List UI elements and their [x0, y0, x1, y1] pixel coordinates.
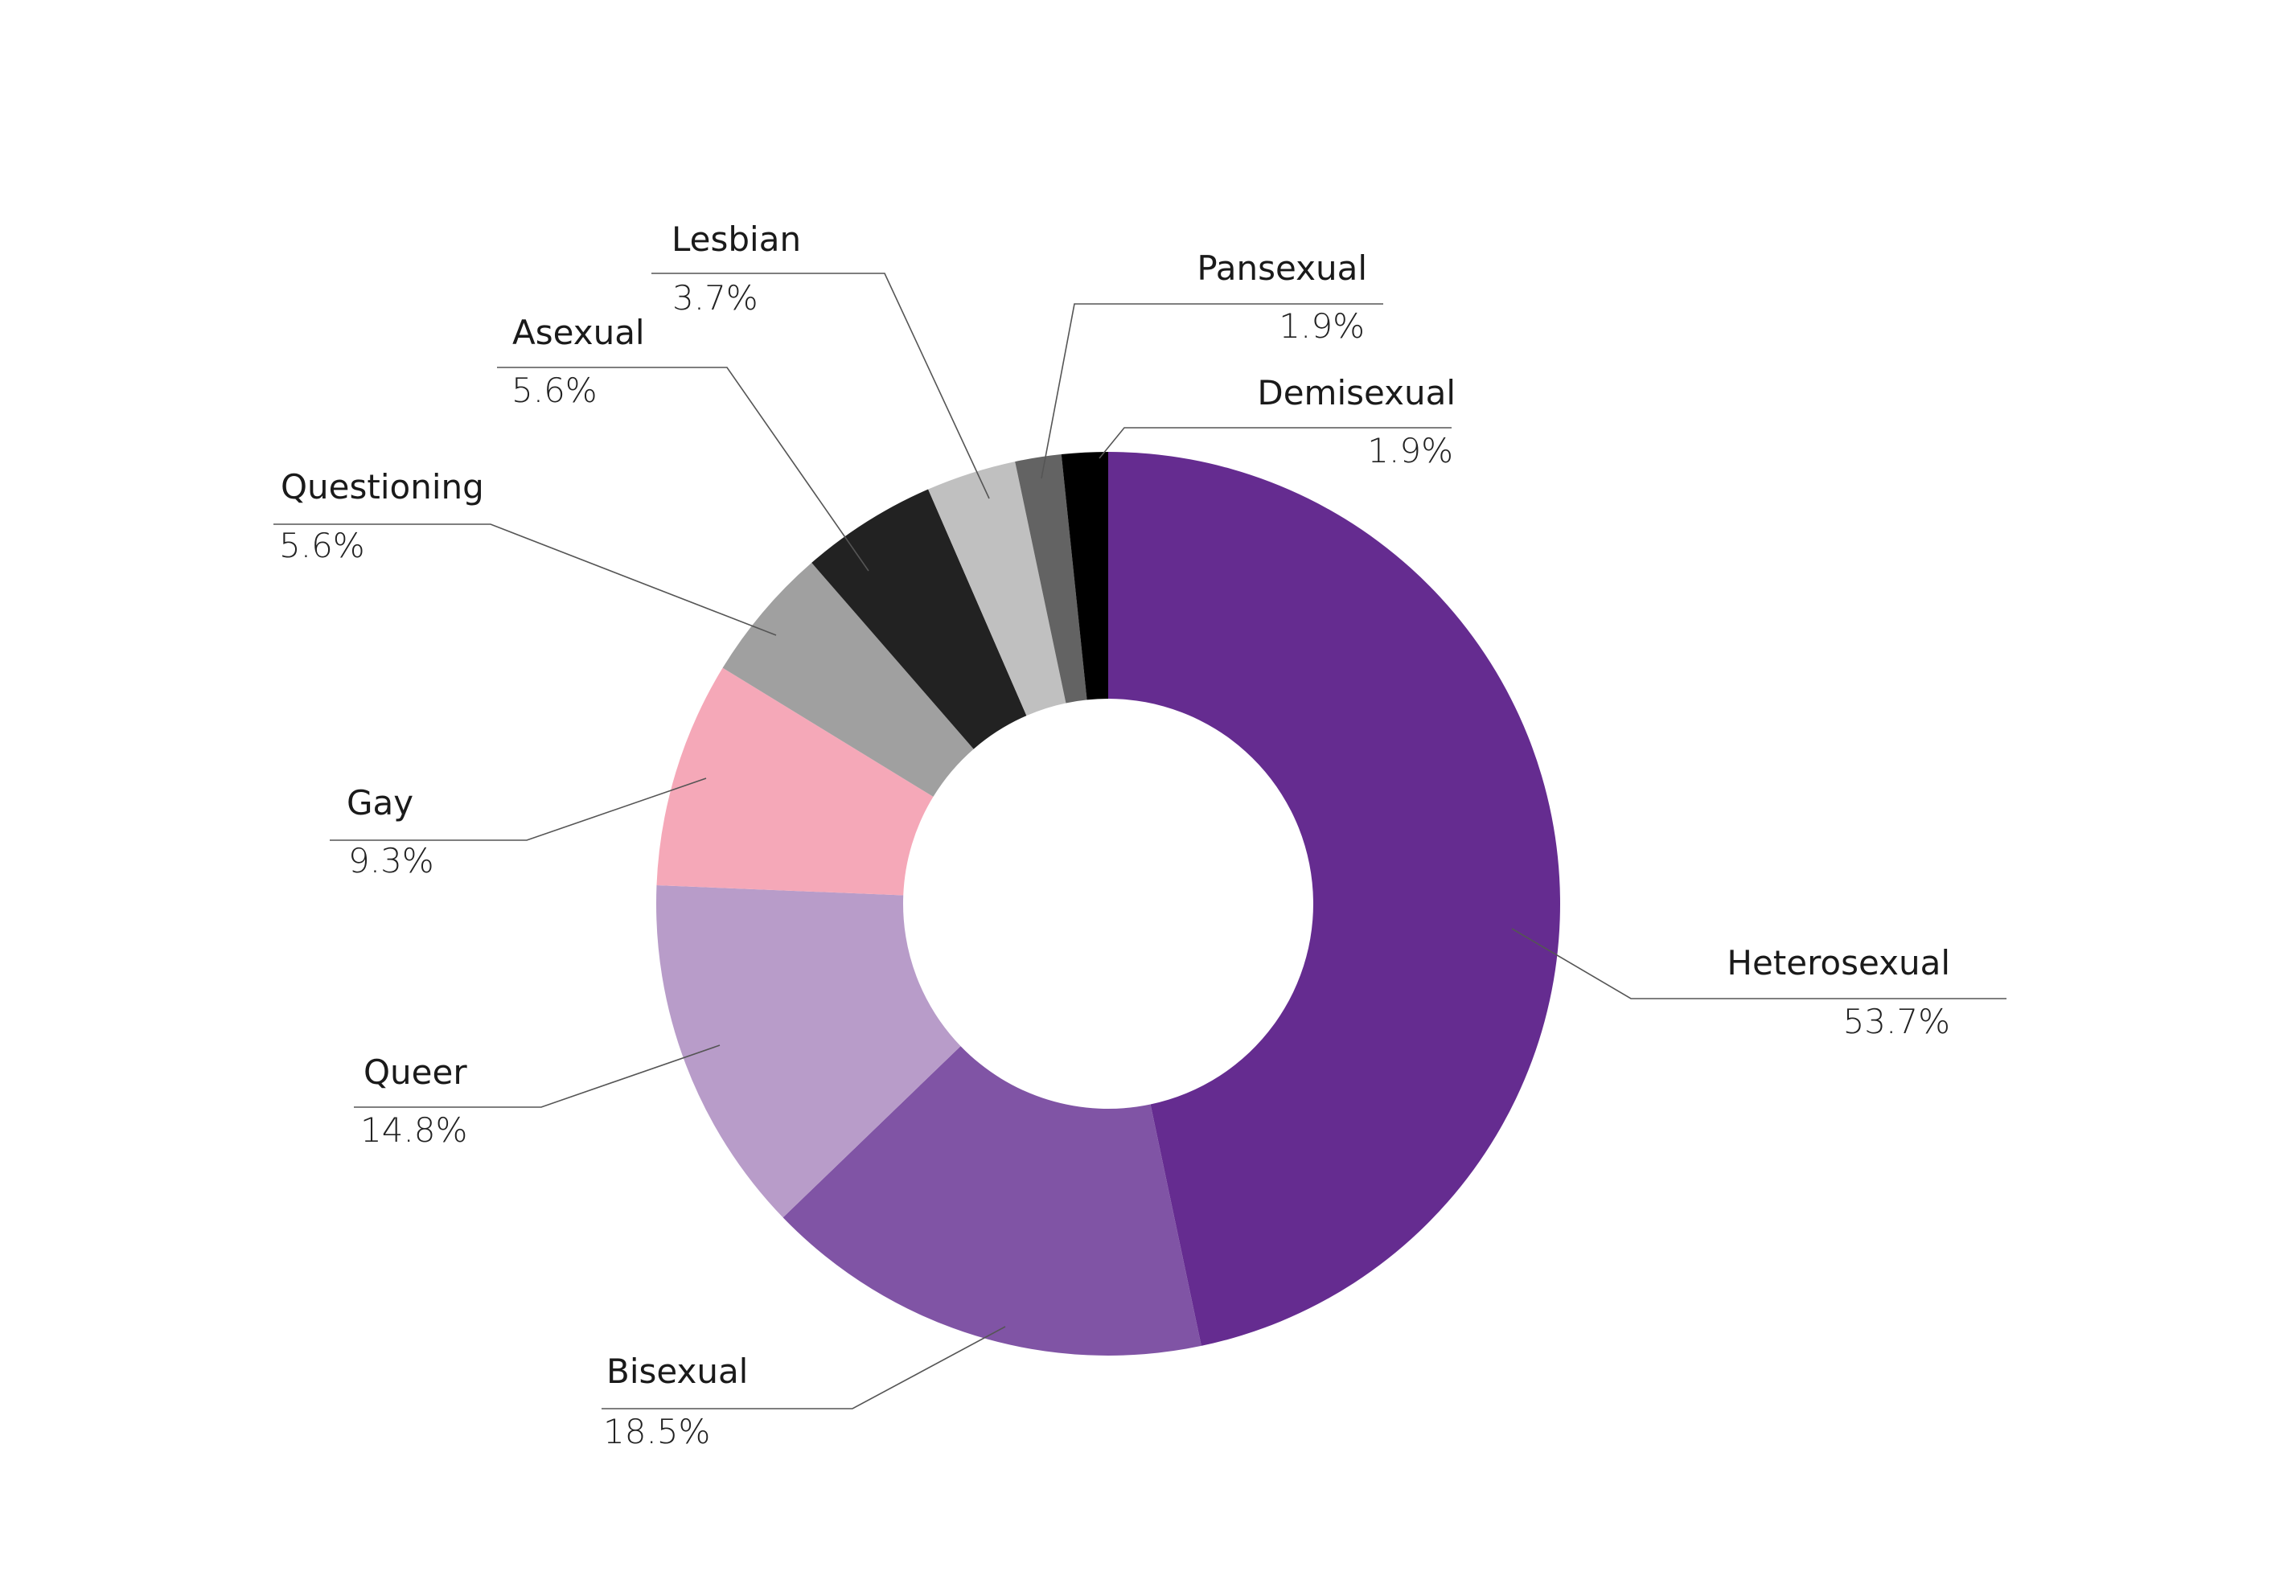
label-value-queer: 14.8% — [360, 1110, 467, 1150]
label-value-demisexual: 1.9% — [1367, 431, 1453, 470]
slice-demisexual — [1061, 452, 1108, 700]
slice-questioning — [722, 562, 974, 797]
label-value-heterosexual: 53.7% — [1843, 1002, 1950, 1041]
label-value-asexual: 5.6% — [511, 371, 598, 410]
slice-queer — [656, 884, 961, 1218]
label-name-bisexual: Bisexual — [606, 1352, 748, 1391]
labels-group: Heterosexual 53.7% Bisexual 18.5% Queer 14.8%… — [279, 220, 1950, 1451]
label-name-questioning: Questioning — [281, 467, 484, 507]
label-name-asexual: Asexual — [512, 313, 645, 352]
slice-pansexual — [1015, 454, 1087, 704]
leader-line-queer — [354, 1044, 721, 1108]
leader-line-bisexual — [602, 1326, 1006, 1409]
slice-heterosexual — [1108, 452, 1560, 1346]
leader-line-heterosexual — [1511, 928, 2006, 999]
label-name-gay: Gay — [347, 783, 413, 823]
label-name-pansexual: Pansexual — [1197, 248, 1367, 288]
leader-line-lesbian — [651, 273, 990, 499]
label-value-gay: 9.3% — [348, 841, 434, 880]
label-name-queer: Queer — [363, 1052, 467, 1092]
slice-asexual — [811, 489, 1027, 749]
leader-line-pansexual — [1041, 303, 1383, 479]
leader-line-gay — [330, 777, 707, 841]
leader-line-questioning — [273, 523, 777, 636]
slice-bisexual — [782, 1046, 1201, 1356]
label-value-questioning: 5.6% — [279, 526, 365, 565]
label-value-bisexual: 18.5% — [603, 1412, 710, 1451]
leader-line-demisexual — [1099, 427, 1452, 459]
label-name-lesbian: Lesbian — [672, 220, 801, 259]
slices-group — [656, 452, 1560, 1356]
slice-gay — [656, 667, 934, 896]
slice-lesbian — [928, 462, 1066, 716]
label-value-lesbian: 3.7% — [672, 278, 758, 318]
label-name-heterosexual: Heterosexual — [1727, 943, 1950, 983]
label-name-demisexual: Demisexual — [1257, 373, 1456, 412]
label-value-pansexual: 1.9% — [1279, 306, 1365, 346]
leader-line-asexual — [497, 367, 869, 572]
leader-lines-group — [273, 273, 2006, 1409]
